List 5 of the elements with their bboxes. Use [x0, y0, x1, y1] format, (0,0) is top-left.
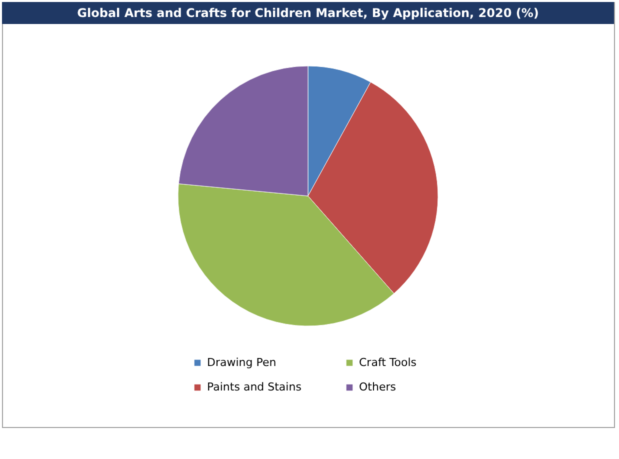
chart-title: Global Arts and Crafts for Children Market, By Application, 2020 (%)	[77, 6, 539, 20]
legend-label: Drawing Pen	[207, 356, 276, 369]
legend-label: Craft Tools	[359, 356, 417, 369]
legend-label: Others	[359, 380, 396, 394]
legend-label: Paints and Stains	[207, 380, 302, 394]
